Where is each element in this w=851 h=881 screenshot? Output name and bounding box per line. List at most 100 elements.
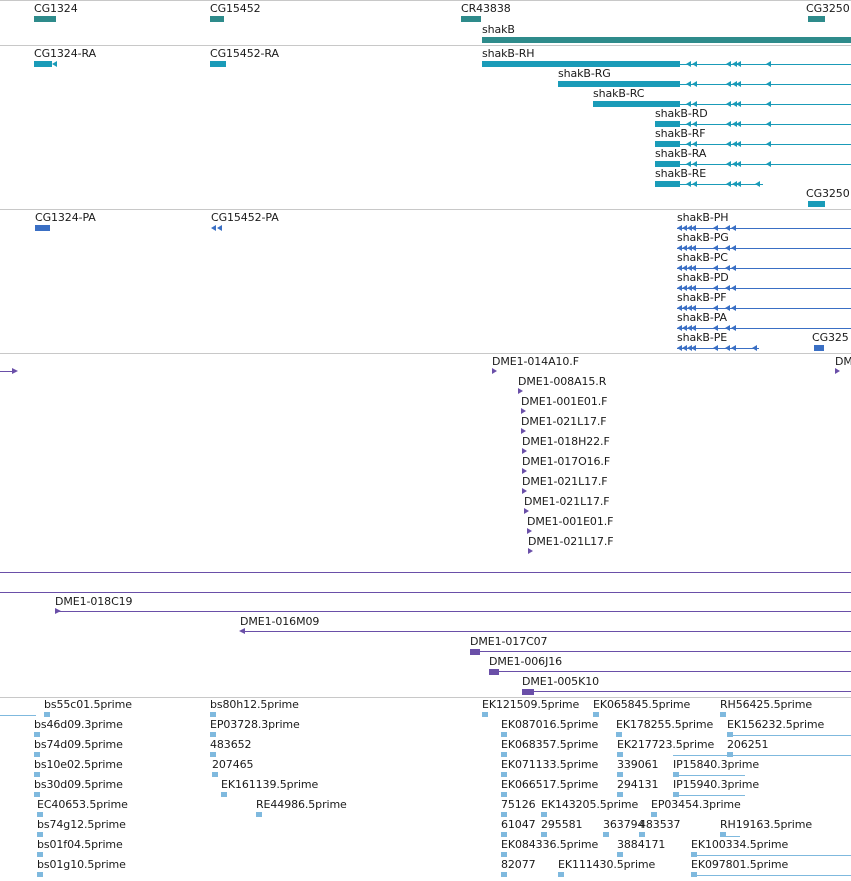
transcript-feature[interactable] [655, 121, 680, 127]
est-label[interactable]: EK068357.5prime [501, 738, 599, 751]
est-label[interactable]: EK143205.5prime [541, 798, 639, 811]
clone-line[interactable] [480, 651, 851, 652]
est-label[interactable]: bs10e02.5prime [34, 758, 123, 771]
clone-line[interactable] [0, 592, 851, 593]
est-label[interactable]: EK097801.5prime [691, 858, 789, 871]
transcript-feature[interactable] [655, 161, 680, 167]
transcript-label[interactable]: shakB-RC [593, 87, 645, 100]
est-label[interactable]: bs55c01.5prime [44, 698, 132, 711]
est-feature[interactable] [34, 792, 40, 797]
est-feature[interactable] [720, 712, 726, 717]
est-label[interactable]: EK111430.5prime [558, 858, 656, 871]
est-feature[interactable] [541, 832, 547, 837]
est-feature[interactable] [501, 812, 507, 817]
clone-line[interactable] [499, 671, 851, 672]
est-feature[interactable] [210, 732, 216, 737]
protein-label[interactable]: shakB-PG [677, 231, 729, 244]
est-label[interactable]: EC40653.5prime [37, 798, 128, 811]
est-feature[interactable] [501, 752, 507, 757]
est-feature[interactable] [210, 752, 216, 757]
est-label[interactable]: 207465 [212, 758, 254, 771]
est-feature[interactable] [34, 732, 40, 737]
clone-end-label[interactable]: DME1-021L17.F [521, 415, 607, 428]
protein-label[interactable]: CG325 [812, 331, 849, 344]
est-feature[interactable] [37, 852, 43, 857]
transcript-feature[interactable] [34, 61, 52, 67]
est-feature[interactable] [558, 872, 564, 877]
protein-feature[interactable] [35, 225, 50, 231]
est-feature[interactable] [256, 812, 262, 817]
est-label[interactable]: 3884171 [617, 838, 666, 851]
est-label[interactable]: 339061 [617, 758, 659, 771]
clone-end-arrow[interactable] [835, 368, 840, 374]
clone-end-arrow[interactable] [518, 388, 523, 394]
clone-end-label[interactable]: DME1-014A10.F [492, 355, 579, 368]
est-feature[interactable] [617, 752, 623, 757]
est-feature[interactable] [37, 812, 43, 817]
est-label[interactable]: bs01f04.5prime [37, 838, 123, 851]
est-label[interactable]: EK087016.5prime [501, 718, 599, 731]
est-label[interactable]: EK156232.5prime [727, 718, 825, 731]
est-feature[interactable] [501, 772, 507, 777]
est-feature[interactable] [617, 772, 623, 777]
protein-label[interactable]: CG15452-PA [211, 211, 279, 224]
est-feature[interactable] [691, 852, 697, 857]
est-label[interactable]: 483537 [639, 818, 681, 831]
est-label[interactable]: 483652 [210, 738, 252, 751]
est-feature[interactable] [501, 732, 507, 737]
est-label[interactable]: 294131 [617, 778, 659, 791]
protein-label[interactable]: shakB-PA [677, 311, 727, 324]
est-label[interactable]: bs74d09.5prime [34, 738, 123, 751]
est-feature[interactable] [37, 872, 43, 877]
clone-label[interactable]: DME1-018C19 [55, 595, 133, 608]
clone-end-label[interactable]: DM [835, 355, 851, 368]
est-feature[interactable] [651, 812, 657, 817]
est-label[interactable]: RH56425.5prime [720, 698, 813, 711]
est-feature[interactable] [44, 712, 50, 717]
est-feature[interactable] [639, 832, 645, 837]
transcript-feature[interactable] [808, 201, 825, 207]
est-label[interactable]: EK178255.5prime [616, 718, 714, 731]
transcript-label[interactable]: shakB-RA [655, 147, 707, 160]
est-feature[interactable] [34, 752, 40, 757]
transcript-label[interactable]: shakB-RE [655, 167, 707, 180]
clone-feature[interactable] [470, 649, 480, 655]
protein-label[interactable]: shakB-PE [677, 331, 728, 344]
clone-end-arrow[interactable] [492, 368, 497, 374]
est-feature[interactable] [501, 832, 507, 837]
est-label[interactable]: bs74g12.5prime [37, 818, 126, 831]
est-label[interactable]: bs80h12.5prime [210, 698, 299, 711]
est-label[interactable]: IP15940.3prime [673, 778, 760, 791]
gene-label[interactable]: CG1324 [34, 2, 78, 15]
gene-label[interactable]: shakB [482, 23, 515, 36]
est-label[interactable]: 363794 [603, 818, 645, 831]
est-label[interactable]: EK065845.5prime [593, 698, 691, 711]
clone-end-label[interactable]: DME1-001E01.F [521, 395, 608, 408]
clone-end-label[interactable]: DME1-018H22.F [522, 435, 610, 448]
est-label[interactable]: RE44986.5prime [256, 798, 347, 811]
est-feature[interactable] [34, 772, 40, 777]
clone-end-arrow[interactable] [524, 508, 529, 514]
est-label[interactable]: 82077 [501, 858, 536, 871]
protein-label[interactable]: CG1324-PA [35, 211, 96, 224]
transcript-label[interactable]: CG3250 [806, 187, 850, 200]
transcript-label[interactable]: shakB-RG [558, 67, 611, 80]
gene-feature[interactable] [34, 16, 56, 22]
transcript-feature[interactable] [655, 181, 680, 187]
est-label[interactable]: EK217723.5prime [617, 738, 715, 751]
est-label[interactable]: 61047 [501, 818, 536, 831]
protein-label[interactable]: shakB-PF [677, 291, 727, 304]
est-label[interactable]: 75126 [501, 798, 536, 811]
gene-feature[interactable] [808, 16, 825, 22]
clone-end-arrow[interactable] [527, 528, 532, 534]
clone-end-arrow[interactable] [12, 368, 18, 374]
clone-line[interactable] [58, 611, 851, 612]
gene-label[interactable]: CG15452 [210, 2, 261, 15]
clone-end-label[interactable]: DME1-021L17.F [522, 475, 608, 488]
est-feature[interactable] [617, 792, 623, 797]
est-feature[interactable] [673, 792, 679, 797]
est-label[interactable]: bs01g10.5prime [37, 858, 126, 871]
est-feature[interactable] [541, 812, 547, 817]
est-label[interactable]: EK121509.5prime [482, 698, 580, 711]
clone-line[interactable] [534, 691, 851, 692]
